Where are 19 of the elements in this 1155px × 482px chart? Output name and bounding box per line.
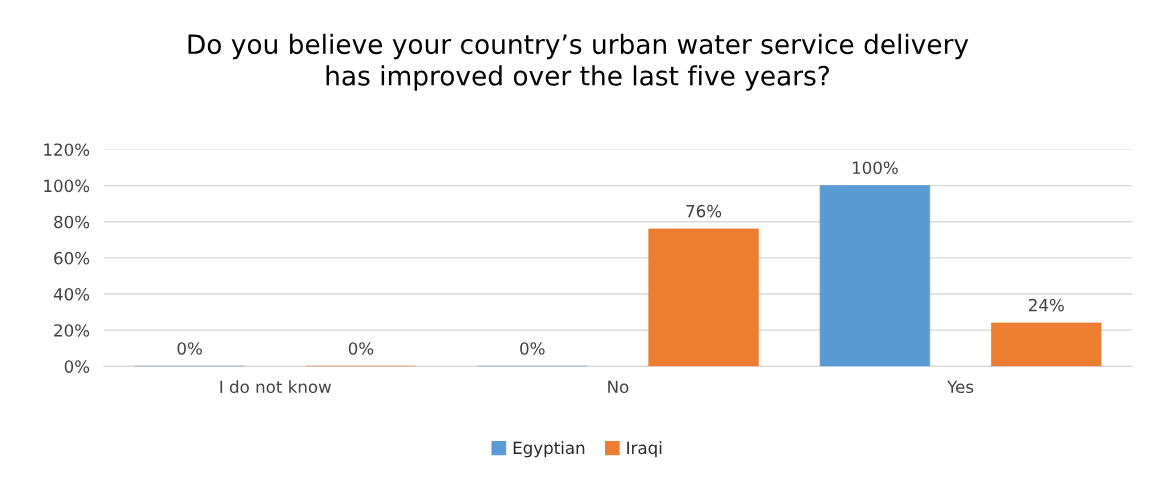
x-tick-label: No xyxy=(608,380,629,394)
data-label: 0% xyxy=(520,342,545,355)
data-label: 76% xyxy=(686,204,722,218)
y-tick-label: 80% xyxy=(54,215,90,229)
y-tick-label: 120% xyxy=(44,143,90,156)
y-tick-label: 0% xyxy=(64,360,90,373)
x-tick-label: Yes xyxy=(947,380,974,394)
x-tick-label: I do not know xyxy=(220,380,332,394)
y-tick-label: 60% xyxy=(54,251,90,265)
y-tick-label: 20% xyxy=(54,324,90,337)
data-label: 0% xyxy=(177,342,202,355)
data-label: 0% xyxy=(348,342,374,355)
y-tick-label: 40% xyxy=(53,287,90,301)
y-tick-label: 100% xyxy=(44,179,90,193)
legend-label: Iraqi xyxy=(627,441,662,458)
data-label: 24% xyxy=(1028,298,1064,312)
chart-title: Do you believe your country’s urban water service delivery has improved over the last five years? xyxy=(188,33,969,91)
legend-label: Egyptian xyxy=(513,441,585,458)
data-label: 100% xyxy=(852,161,898,175)
